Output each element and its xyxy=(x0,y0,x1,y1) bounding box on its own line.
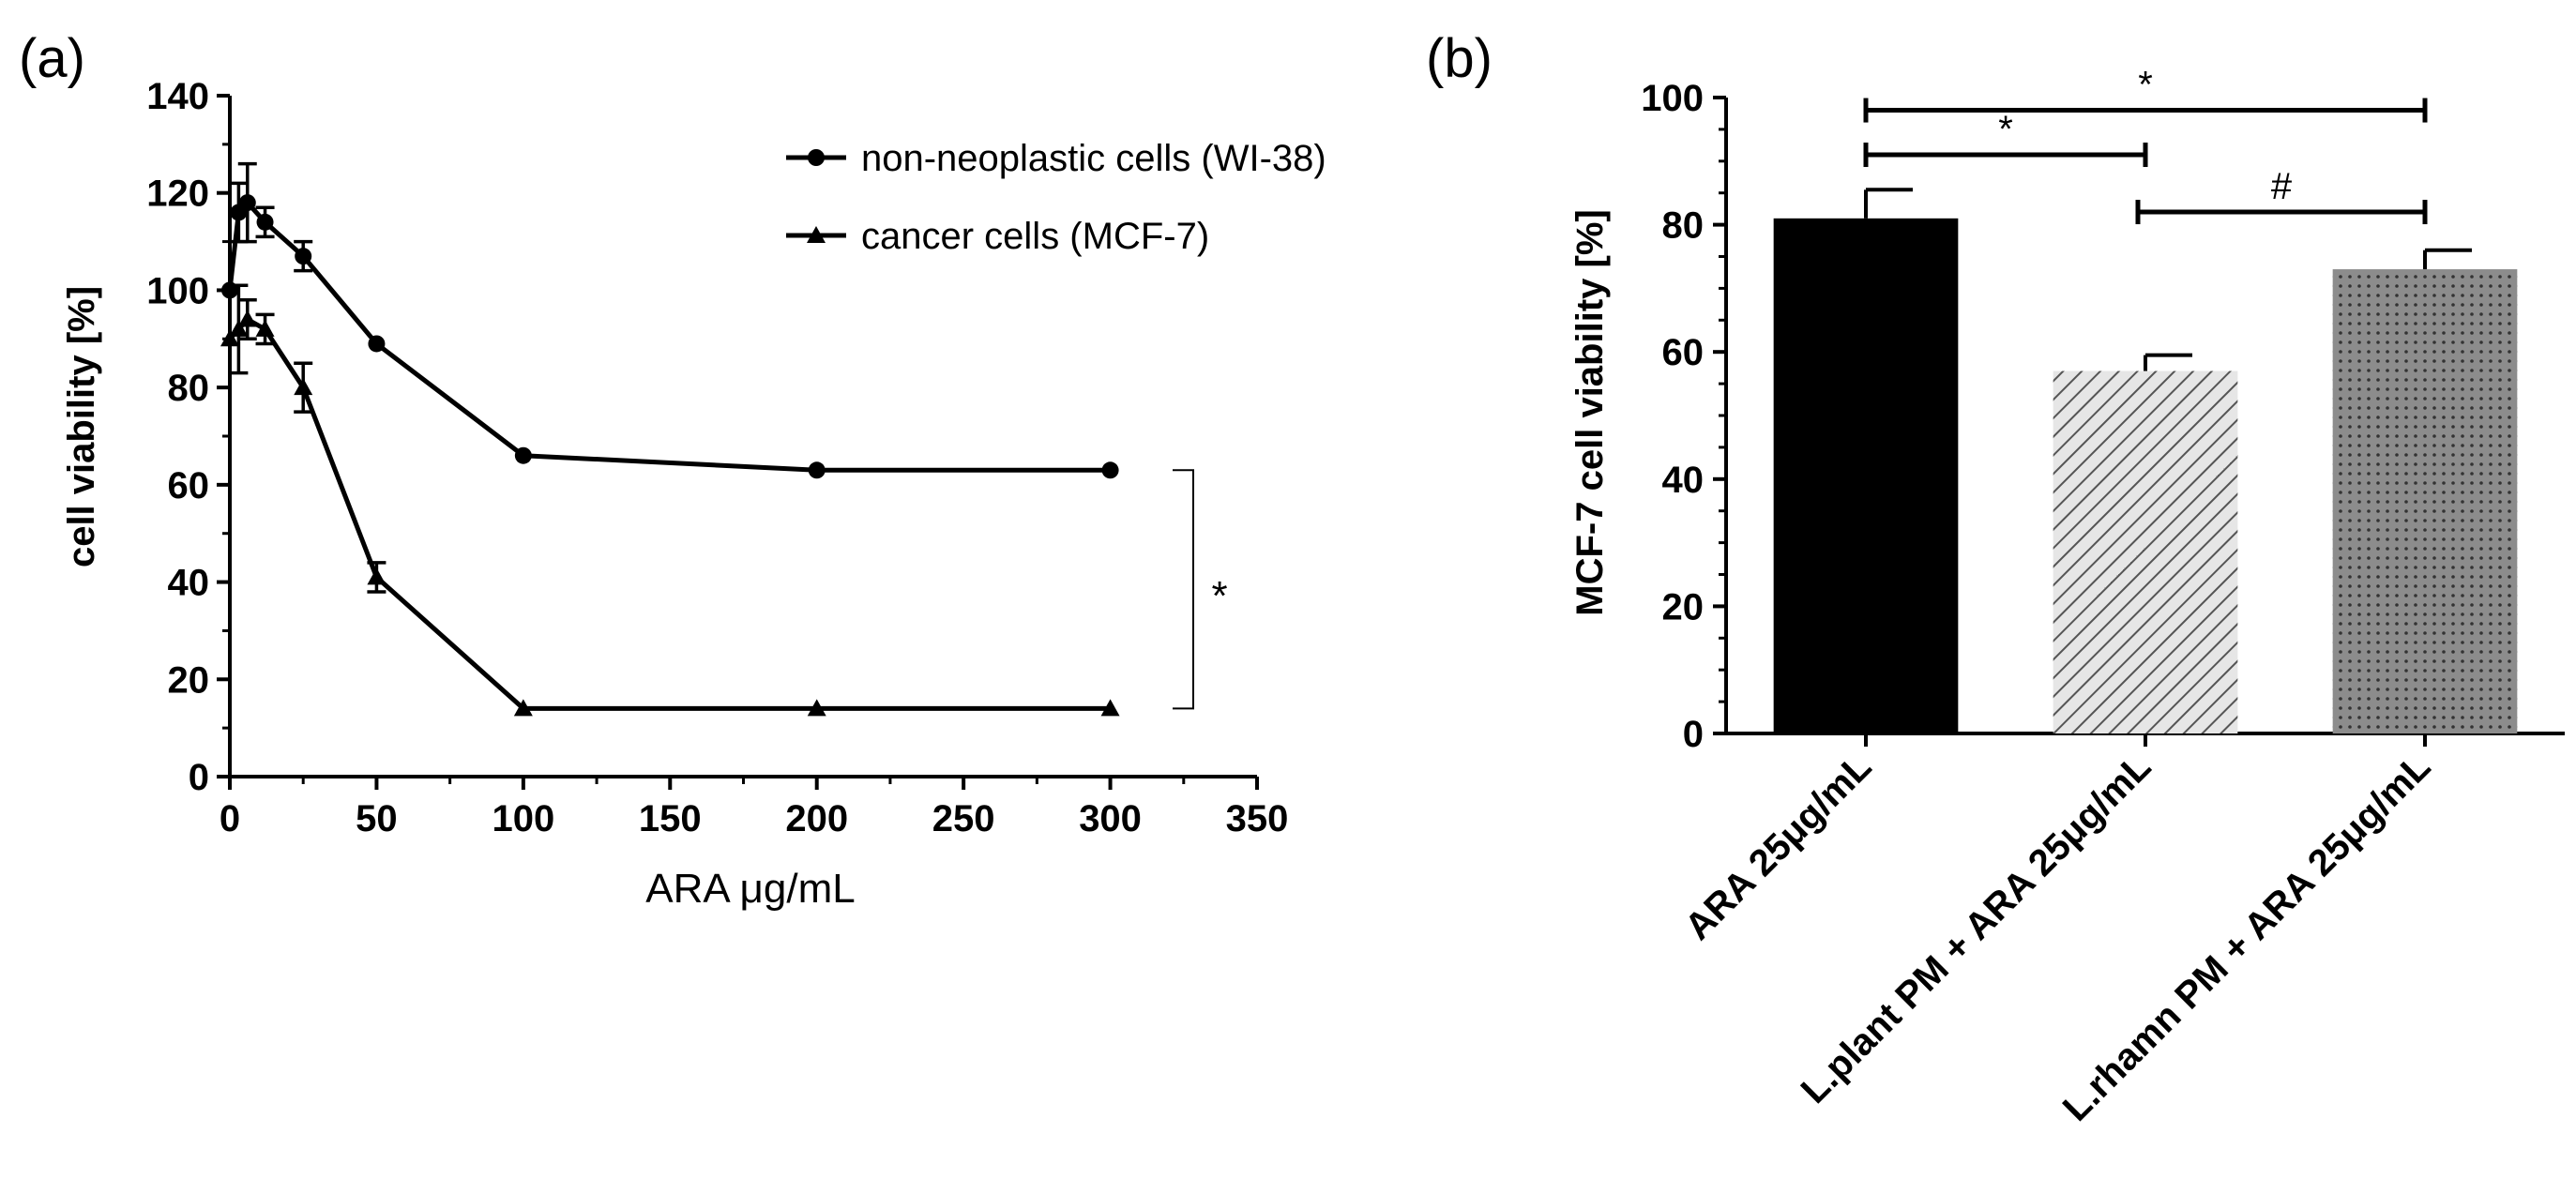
panel-a-y-tick-label: 80 xyxy=(168,368,210,409)
data-point-mcf7 xyxy=(367,567,386,585)
legend-marker-mcf7 xyxy=(807,226,826,243)
significance-2-label: * xyxy=(1998,109,2013,150)
panel-a-x-tick-label: 350 xyxy=(1226,798,1289,839)
data-point-wi38 xyxy=(238,194,256,212)
panel-b-y-tick-label: 60 xyxy=(1662,332,1705,373)
panel-a-label: (a) xyxy=(19,28,85,89)
panel-a-significance-star: * xyxy=(1211,573,1227,619)
panel-a-significance: * xyxy=(1173,469,1228,710)
panel-b-y-tick-label: 0 xyxy=(1683,714,1704,755)
panel-a-x-tick-label: 300 xyxy=(1079,798,1142,839)
panel-a-y-tick-label: 120 xyxy=(146,174,209,215)
data-point-mcf7 xyxy=(513,699,533,717)
panel-b-chart: (b) MCF-7 cell viability [%] 0 20 40 60 80 10… xyxy=(1426,28,2565,1129)
panel-a-y-tick-label: 100 xyxy=(146,270,209,311)
data-point-wi38 xyxy=(368,335,386,353)
panel-b-y-tick-label: 80 xyxy=(1662,205,1705,247)
data-point-wi38 xyxy=(295,248,312,265)
panel-a-x-tick-label: 200 xyxy=(785,798,848,839)
panel-a-y-tick-label: 0 xyxy=(189,757,209,798)
panel-a-x-tick-label: 50 xyxy=(356,798,398,839)
significance-3-label: # xyxy=(2271,166,2293,207)
panel-a-x-tick-label: 0 xyxy=(220,798,240,839)
legend-label-mcf7: cancer cells (MCF-7) xyxy=(861,216,1209,257)
panel-a-chart: (a) cell viability [%] ARA μg/mL 0 20 40 60… xyxy=(19,28,1326,912)
panel-b-ylabel: MCF-7 cell viability [%] xyxy=(1569,209,1611,615)
panel-a-axes: 0 20 40 60 80 100 120 140 0 50 100 150 200 250 300 350 xyxy=(146,76,1288,839)
panel-a-x-tick-label: 250 xyxy=(932,798,995,839)
data-point-mcf7 xyxy=(807,699,826,717)
panel-a-ylabel: cell viability [%] xyxy=(61,286,102,567)
panel-b-y-tick-label: 100 xyxy=(1641,78,1704,119)
series-line-mcf7 xyxy=(228,317,1111,711)
panel-a-x-tick-label: 100 xyxy=(492,798,554,839)
category-label-ara: ARA 25μg/mL xyxy=(1677,746,1880,948)
data-point-mcf7 xyxy=(229,319,249,337)
panel-a-y-tick-label: 60 xyxy=(168,465,210,506)
data-point-wi38 xyxy=(514,446,532,464)
data-point-mcf7 xyxy=(1100,699,1120,717)
panel-b-bars: ARA 25μg/mLL.plant PM + ARA 25μg/mLL.rha… xyxy=(1677,188,2518,1129)
panel-a-legend: non-neoplastic cells (WI-38) cancer cell… xyxy=(786,138,1326,257)
bar-lplant xyxy=(2053,370,2238,733)
panel-a-y-tick-label: 140 xyxy=(146,76,209,117)
panel-b-significance: * * # xyxy=(1863,65,2428,225)
panel-b-y-tick-label: 40 xyxy=(1662,460,1705,501)
panel-a-y-tick-label: 40 xyxy=(168,563,210,604)
data-point-wi38 xyxy=(1101,461,1119,479)
bar-lrhamn xyxy=(2332,269,2518,733)
legend-label-wi38: non-neoplastic cells (WI-38) xyxy=(861,138,1326,179)
legend-marker-wi38 xyxy=(808,149,825,166)
panel-a-y-tick-label: 20 xyxy=(168,659,210,701)
panel-a-significance-bracket xyxy=(1173,469,1194,710)
data-point-mcf7 xyxy=(237,310,257,327)
panel-a-x-tick-label: 150 xyxy=(639,798,702,839)
panel-b-y-tick-label: 20 xyxy=(1662,586,1705,627)
significance-1-label: * xyxy=(2138,65,2153,106)
data-point-mcf7 xyxy=(255,319,275,337)
data-point-wi38 xyxy=(808,461,826,479)
data-point-mcf7 xyxy=(294,378,313,396)
panel-a-xlabel: ARA μg/mL xyxy=(645,866,855,912)
data-point-wi38 xyxy=(256,213,274,231)
panel-b-label: (b) xyxy=(1426,28,1493,89)
bar-ara xyxy=(1773,218,1959,733)
panel-a-series xyxy=(220,161,1120,717)
data-point-mcf7 xyxy=(220,329,239,347)
